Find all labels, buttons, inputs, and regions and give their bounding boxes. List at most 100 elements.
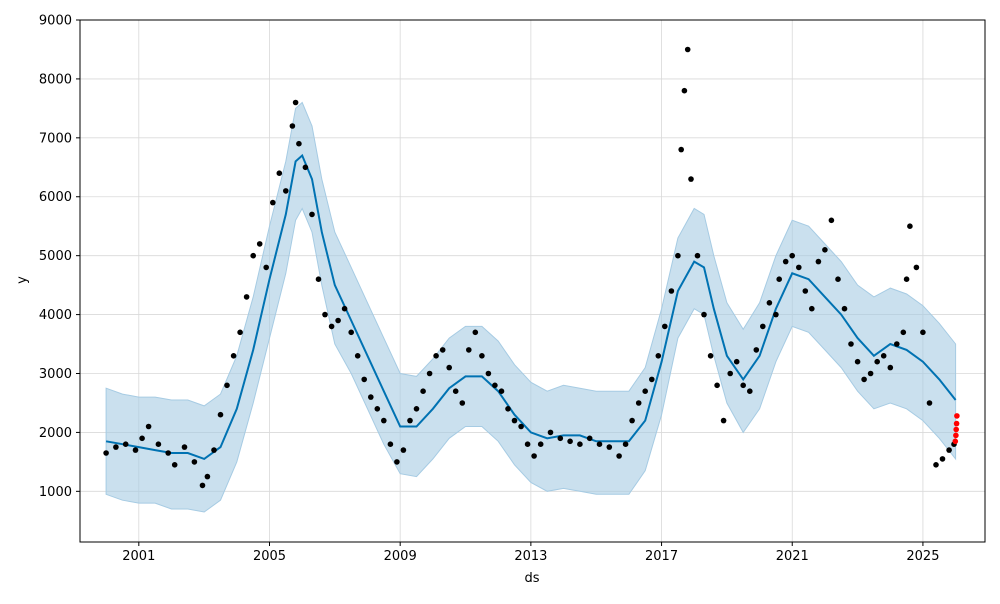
y-tick-label: 2000 xyxy=(39,426,72,441)
observed-point xyxy=(907,223,913,229)
observed-point xyxy=(809,305,815,312)
observed-point xyxy=(472,329,479,336)
observed-point xyxy=(335,317,341,324)
observed-point xyxy=(511,417,518,424)
observed-point xyxy=(420,388,426,395)
observed-point xyxy=(537,441,544,448)
observed-point xyxy=(694,252,701,259)
x-axis-label: ds xyxy=(524,571,539,586)
observed-point xyxy=(270,199,276,206)
observed-point xyxy=(348,329,355,336)
y-tick-label: 1000 xyxy=(39,485,72,500)
observed-point xyxy=(368,394,374,400)
observed-point xyxy=(720,417,727,424)
observed-point xyxy=(629,417,635,424)
y-axis-label: y xyxy=(15,276,30,284)
observed-point xyxy=(292,99,299,106)
x-tick-label: 2017 xyxy=(645,549,678,564)
x-tick-label: 2005 xyxy=(253,549,286,564)
observed-point xyxy=(387,441,394,448)
observed-point xyxy=(861,376,867,383)
observed-point xyxy=(547,429,554,436)
observed-point xyxy=(773,311,779,318)
observed-point xyxy=(887,364,894,371)
observed-point xyxy=(374,406,381,412)
observed-point xyxy=(315,276,322,283)
observed-point xyxy=(668,288,675,294)
y-tick-label: 6000 xyxy=(39,190,72,205)
observed-point xyxy=(276,170,283,176)
observed-point xyxy=(132,447,139,453)
observed-point xyxy=(747,388,753,395)
observed-point xyxy=(727,370,733,377)
observed-point xyxy=(302,164,309,171)
observed-point xyxy=(237,329,243,336)
highlight-point xyxy=(953,432,959,439)
highlight-point xyxy=(953,420,960,427)
uncertainty-band-area xyxy=(105,101,957,513)
observed-point xyxy=(492,382,498,389)
observed-point xyxy=(181,444,188,450)
observed-point xyxy=(122,441,129,448)
observed-point xyxy=(309,211,315,218)
observed-point xyxy=(354,353,361,359)
observed-point xyxy=(606,444,613,450)
observed-point xyxy=(782,258,789,265)
observed-point xyxy=(452,388,459,395)
observed-point xyxy=(250,252,256,259)
observed-point xyxy=(596,441,603,448)
observed-point xyxy=(400,447,407,453)
observed-point xyxy=(815,258,822,265)
observed-point xyxy=(796,264,802,271)
observed-point xyxy=(199,482,206,489)
observed-point xyxy=(635,400,642,406)
observed-point xyxy=(894,341,900,347)
observed-point xyxy=(622,441,629,448)
observed-point xyxy=(740,382,746,389)
observed-point xyxy=(675,252,681,259)
observed-point xyxy=(789,252,795,259)
observed-point xyxy=(926,400,933,406)
observed-point xyxy=(880,353,887,359)
observed-point xyxy=(155,441,162,448)
observed-point xyxy=(204,473,211,480)
observed-point xyxy=(322,311,328,318)
observed-point xyxy=(256,241,263,247)
observed-point xyxy=(341,305,348,312)
x-tick-label: 2001 xyxy=(122,549,155,564)
observed-point xyxy=(524,441,531,448)
observed-point xyxy=(760,323,766,330)
observed-point xyxy=(426,370,433,377)
observed-point xyxy=(113,444,119,450)
observed-point xyxy=(854,358,861,365)
observed-point xyxy=(211,447,217,453)
y-tick-label: 4000 xyxy=(39,308,72,323)
observed-point xyxy=(485,370,492,377)
observed-point xyxy=(296,140,302,147)
observed-point xyxy=(828,217,835,224)
observed-point xyxy=(518,423,524,430)
observed-point xyxy=(733,358,740,365)
observed-point xyxy=(289,123,296,129)
observed-point xyxy=(642,388,648,395)
observed-point xyxy=(459,400,466,406)
observed-point xyxy=(567,438,573,445)
observed-point xyxy=(822,247,828,253)
observed-point xyxy=(439,347,446,353)
observed-point xyxy=(283,188,289,194)
observed-point xyxy=(243,294,250,300)
x-tick-label: 2021 xyxy=(776,549,809,564)
observed-point xyxy=(946,447,952,453)
observed-point xyxy=(688,176,694,182)
observed-point xyxy=(394,459,400,465)
observed-point xyxy=(165,450,171,456)
observed-point xyxy=(433,353,439,359)
x-tick-label: 2009 xyxy=(384,549,417,564)
observed-point xyxy=(446,364,453,371)
observed-point xyxy=(328,323,335,330)
x-tick-label: 2013 xyxy=(514,549,547,564)
observed-point xyxy=(577,441,583,448)
observed-point xyxy=(766,300,773,306)
observed-point xyxy=(217,411,224,418)
uncertainty-band xyxy=(105,101,957,513)
